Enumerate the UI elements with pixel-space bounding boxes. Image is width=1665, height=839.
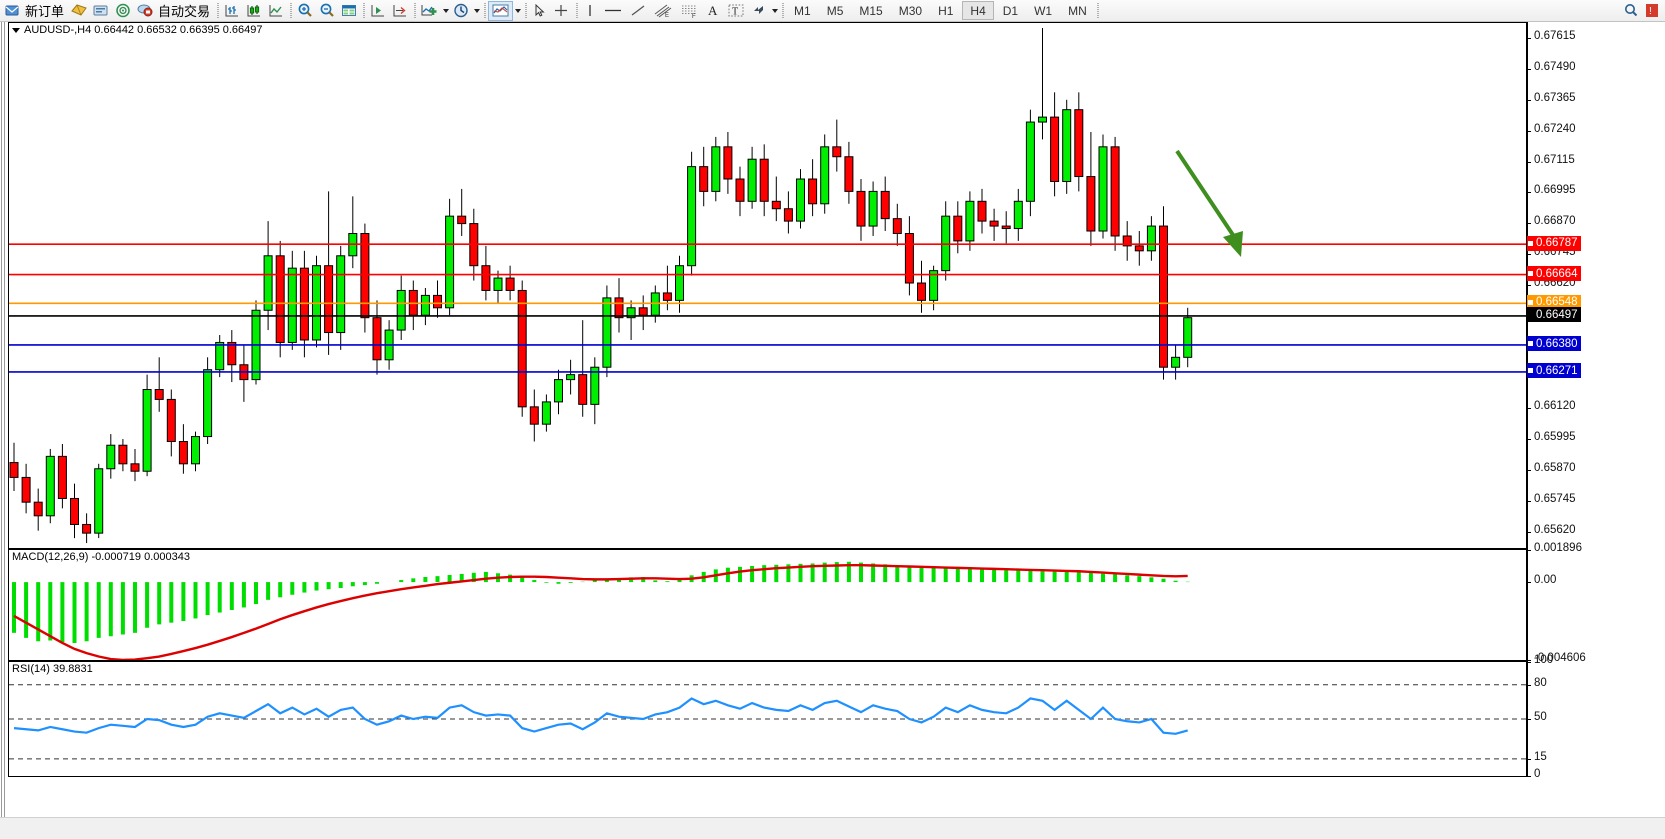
grid-icon[interactable] bbox=[338, 1, 360, 21]
toolbar-separator bbox=[287, 2, 294, 20]
zoom-out-icon[interactable] bbox=[316, 1, 338, 21]
macd-svg bbox=[12, 561, 1190, 660]
price-scale-axis-line bbox=[1527, 22, 1528, 777]
chart-area[interactable]: AUDUSD-,H4 0.66442 0.66532 0.66395 0.664… bbox=[0, 22, 1665, 839]
status-bar bbox=[0, 817, 1665, 839]
equidistant-channel-icon[interactable]: E bbox=[650, 1, 676, 21]
shapes-dropdown-arrow[interactable] bbox=[770, 2, 779, 20]
rsi-pane[interactable]: RSI(14) 39.8831 bbox=[8, 661, 1527, 777]
horizontal-line-icon[interactable] bbox=[600, 1, 626, 21]
zoom-in-icon[interactable] bbox=[294, 1, 316, 21]
price-level-label[interactable]: 0.66271 bbox=[1527, 363, 1581, 379]
trendline-icon[interactable] bbox=[626, 1, 650, 21]
bar-chart-icon[interactable] bbox=[221, 1, 243, 21]
text-icon[interactable]: A bbox=[702, 1, 724, 21]
price-level-label[interactable]: 0.66497 bbox=[1527, 307, 1581, 323]
price-candles-svg bbox=[9, 27, 1526, 544]
text-label-icon[interactable]: T bbox=[724, 1, 748, 21]
tf-h1[interactable]: H1 bbox=[938, 3, 954, 18]
price-pane[interactable]: AUDUSD-,H4 0.66442 0.66532 0.66395 0.664… bbox=[8, 22, 1527, 549]
vertical-line-icon[interactable] bbox=[580, 1, 600, 21]
collapse-icon[interactable] bbox=[12, 27, 20, 33]
indicators-icon[interactable] bbox=[418, 1, 441, 21]
auto-scroll-icon[interactable] bbox=[367, 1, 389, 21]
toolbar-separator bbox=[360, 2, 367, 20]
price-level-label[interactable]: 0.66548 bbox=[1527, 294, 1581, 310]
line-chart-icon[interactable] bbox=[265, 1, 287, 21]
rsi-header: RSI(14) 39.8831 bbox=[12, 663, 93, 675]
shapes-icon[interactable] bbox=[748, 1, 770, 21]
tf-w1[interactable]: W1 bbox=[1034, 3, 1053, 18]
help-icon[interactable]: ! bbox=[1642, 1, 1662, 21]
price-level-label[interactable]: 0.66787 bbox=[1527, 235, 1581, 251]
toolbar-separator bbox=[779, 2, 786, 20]
fibonacci-icon[interactable]: F bbox=[676, 1, 702, 21]
toolbar-separator bbox=[1095, 2, 1102, 20]
toolbar-separator bbox=[411, 2, 418, 20]
tf-h4[interactable]: H4 bbox=[962, 1, 994, 20]
toolbar-separator bbox=[214, 2, 221, 20]
main-toolbar: 新订单 bbox=[0, 0, 1665, 22]
new-order-label[interactable]: 新订单 bbox=[25, 4, 65, 19]
tf-m15[interactable]: M15 bbox=[859, 3, 883, 18]
tf-mn[interactable]: MN bbox=[1068, 3, 1087, 18]
period-dropdown-arrow[interactable] bbox=[472, 2, 481, 20]
macd-header: MACD(12,26,9) -0.000719 0.000343 bbox=[12, 551, 190, 563]
svg-text:A: A bbox=[708, 3, 718, 18]
svg-text:F: F bbox=[692, 14, 696, 19]
price-level-label[interactable]: 0.66664 bbox=[1527, 266, 1581, 282]
templates-dropdown-arrow[interactable] bbox=[513, 2, 522, 20]
chart-shift-icon[interactable] bbox=[389, 1, 411, 21]
svg-text:!: ! bbox=[1649, 6, 1652, 17]
new-order-icon[interactable] bbox=[2, 1, 23, 21]
svg-text:T: T bbox=[732, 7, 738, 18]
price-level-label[interactable]: 0.66380 bbox=[1527, 336, 1581, 352]
navigator-icon[interactable] bbox=[112, 1, 134, 21]
pane-gutter bbox=[0, 22, 8, 817]
toolbar-separator bbox=[522, 2, 529, 20]
toolbar-separator bbox=[481, 2, 488, 20]
chart-symbol-header: AUDUSD-,H4 0.66442 0.66532 0.66395 0.664… bbox=[12, 24, 263, 36]
tf-m5[interactable]: M5 bbox=[826, 3, 844, 18]
candlestick-chart-icon[interactable] bbox=[243, 1, 265, 21]
tf-m30[interactable]: M30 bbox=[898, 3, 923, 18]
autotrading-label[interactable]: 自动交易 bbox=[158, 4, 211, 19]
period-icon[interactable] bbox=[450, 1, 472, 21]
toolbar-separator bbox=[573, 2, 580, 20]
crosshair-icon[interactable] bbox=[549, 1, 573, 21]
macd-pane[interactable]: MACD(12,26,9) -0.000719 0.000343 bbox=[8, 549, 1527, 661]
tf-d1[interactable]: D1 bbox=[1002, 3, 1019, 18]
search-icon[interactable] bbox=[1620, 1, 1642, 21]
price-scale[interactable]: 0.67615 0.67490 0.67365 0.67240 0.67115 0.669… bbox=[1527, 22, 1665, 817]
templates-icon[interactable] bbox=[488, 0, 514, 21]
chart-symbol-text: AUDUSD-,H4 0.66442 0.66532 0.66395 0.664… bbox=[24, 24, 263, 36]
cursor-icon[interactable] bbox=[529, 1, 549, 21]
rsi-svg bbox=[9, 684, 1526, 760]
tf-m1[interactable]: M1 bbox=[794, 3, 811, 18]
terminal-icon[interactable] bbox=[134, 1, 156, 21]
data-window-icon[interactable] bbox=[90, 1, 112, 21]
svg-text:E: E bbox=[665, 13, 669, 19]
expert-advisor-icon[interactable] bbox=[68, 1, 90, 21]
indicators-dropdown-arrow[interactable] bbox=[441, 2, 450, 20]
